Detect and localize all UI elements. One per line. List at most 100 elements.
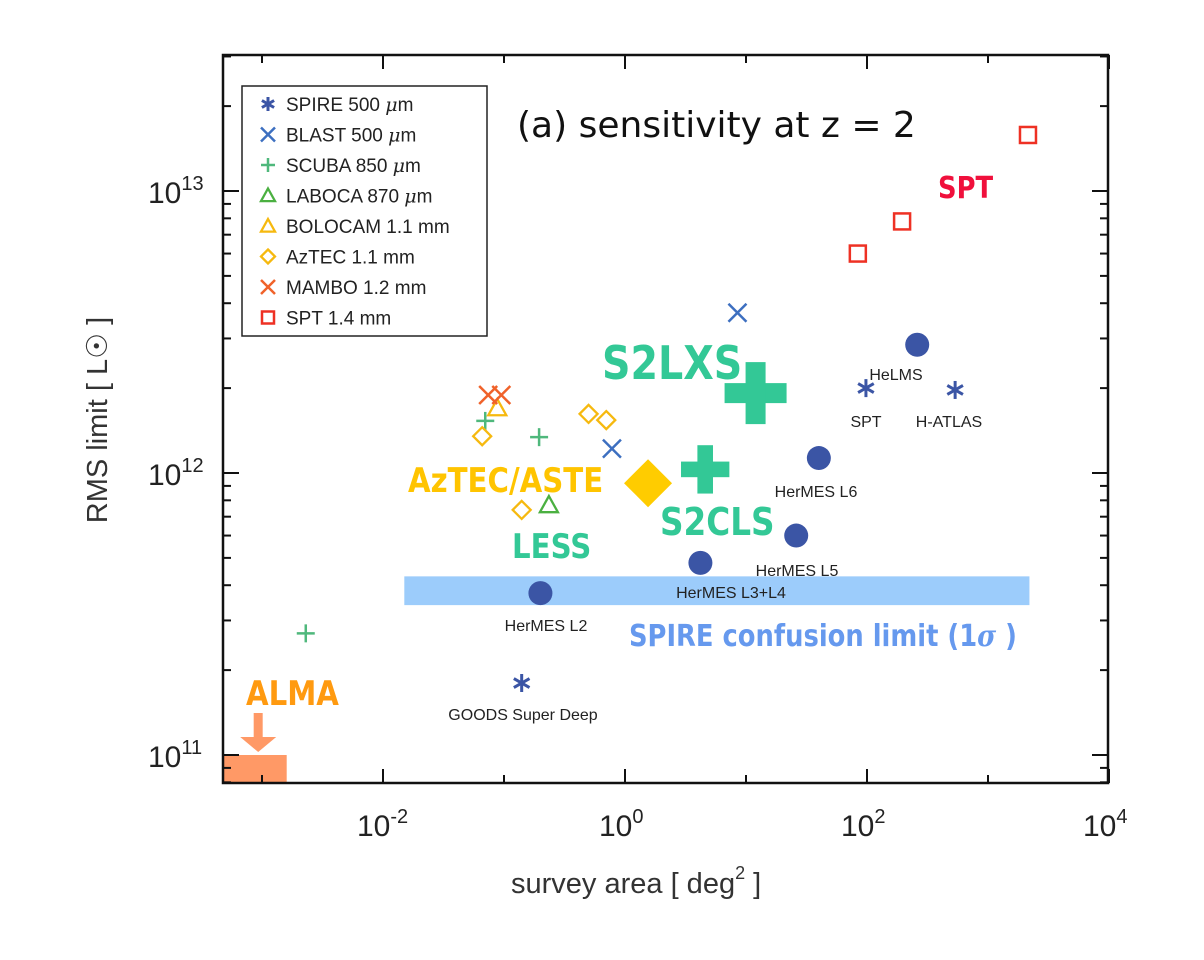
data-point-scuba: [296, 624, 315, 643]
legend-label-laboca: LABOCA 870 μm: [286, 186, 432, 208]
legend: SPIRE 500 μm BLAST 500 μm SCUBA 850 μm LABO…: [241, 85, 488, 337]
data-point-spt: [848, 244, 868, 263]
data-point-spire: [857, 379, 875, 398]
legend-label-blast: BLAST 500 μm: [286, 125, 416, 147]
diamond-shape: [259, 247, 277, 266]
data-point-mambo: [491, 385, 512, 405]
labels-layer: GOODS Super Deep SPT H-ATLAS HerMES L2 HerME…: [246, 170, 1017, 724]
legend-marker-spire: [261, 97, 275, 111]
x-stroke: [260, 126, 276, 143]
point-label-spt: SPT: [850, 414, 881, 431]
point-label-helms: HeLMS: [869, 367, 922, 384]
triangle-shape: [259, 216, 277, 233]
legend-marker-blast: [260, 126, 276, 143]
diamond-shape: [595, 409, 617, 431]
big-plus-v: [745, 362, 766, 425]
data-point-aztec: [595, 409, 617, 431]
data-point-spire: [946, 380, 964, 399]
point-label-hermes-l5: HerMES L5: [756, 563, 839, 580]
point-label-h-atlas: H-ATLAS: [916, 414, 982, 431]
data-point-aztec: [471, 425, 493, 447]
legend-marker-mambo: [260, 279, 276, 295]
x-axis-title-base: survey area [ deg: [511, 868, 735, 900]
chart-title: (a) sensitivity at z = 2: [517, 105, 916, 146]
triangle-shape: [537, 493, 560, 514]
point-label-hermes-l3-l4: HerMES L3+L4: [676, 585, 786, 602]
x-stroke: [491, 385, 512, 405]
legend-marker-aztec: [259, 247, 277, 266]
big-plus-v: [697, 445, 713, 494]
x-tick-label: 102: [841, 806, 886, 843]
annotation-aztec-aste: AzTEC/ASTE: [408, 462, 603, 501]
annotation-s2cls: S2CLS: [660, 501, 775, 545]
legend-marker-laboca: [259, 186, 277, 203]
field-point-hermes-l3-l4: [688, 550, 713, 575]
confusion-limit-band: [404, 576, 1030, 606]
x-tick-label: 10-2: [357, 806, 408, 843]
points-layer: [296, 125, 1038, 693]
point-label-goods-super-deep: GOODS Super Deep: [448, 707, 598, 724]
asterisk-stroke: [261, 99, 275, 109]
annotation-s2lxs: S2LXS: [602, 337, 742, 391]
data-point-scuba: [530, 428, 549, 447]
legend-marker-bolocam: [259, 216, 277, 233]
x-tick-label: 104: [1083, 806, 1128, 843]
field-point-hermes-l6: [806, 446, 831, 471]
survey-point-s2lxs: [724, 362, 787, 425]
data-point-blast: [727, 302, 748, 323]
legend-label-bolocam: BOLOCAM 1.1 mm: [286, 217, 450, 238]
legend-label-aztec: AzTEC 1.1 mm: [286, 248, 415, 269]
circle-shape: [905, 332, 930, 357]
annotation-less: LESS: [512, 528, 591, 567]
survey-point-s2cls: [681, 445, 730, 494]
field-point-helms: [905, 332, 930, 357]
asterisk-stroke: [857, 382, 875, 394]
annotation-spt: SPT: [938, 170, 993, 205]
square-shape: [1018, 125, 1038, 145]
legend-label-spt: SPT 1.4 mm: [286, 309, 391, 330]
plot-frame: [221, 53, 1110, 785]
data-point-aztec: [577, 403, 600, 425]
x-axis-title-end: ]: [745, 868, 761, 900]
diamond-shape: [511, 499, 533, 521]
regions-layer: [223, 576, 1030, 783]
point-label-hermes-l6: HerMES L6: [775, 484, 858, 501]
survey-point-aztec-aste: [624, 459, 673, 508]
square-shape: [260, 310, 276, 325]
y-tick-label: 1012: [148, 455, 204, 492]
data-point-bolocam: [486, 396, 509, 417]
asterisk-stroke: [513, 677, 531, 689]
y-tick-label: 1011: [148, 737, 202, 774]
legend-label-mambo: MAMBO 1.2 mm: [286, 278, 426, 299]
circle-shape: [784, 523, 809, 548]
annotation-alma: ALMA: [246, 675, 339, 714]
legend-marker-spt: [260, 310, 276, 325]
alma-arrow-shaft: [253, 713, 263, 737]
diamond-shape: [471, 425, 493, 447]
data-point-spire: [513, 674, 531, 693]
x-stroke: [602, 438, 622, 459]
circle-shape: [806, 446, 831, 471]
x-axis-title: survey area [ deg2 ]: [511, 863, 761, 900]
triangle-shape: [259, 186, 277, 203]
big-diamond-shape: [624, 459, 673, 508]
field-point-hermes-l5: [784, 523, 809, 548]
x-tick-label: 100: [599, 806, 644, 843]
legend-box: [241, 85, 488, 337]
data-point-scuba: [476, 411, 495, 430]
x-axis-title-sup: 2: [735, 863, 745, 883]
x-stroke: [260, 279, 276, 295]
data-point-spt: [892, 212, 912, 231]
point-label-hermes-l2: HerMES L2: [505, 618, 588, 635]
field-point-hermes-l2: [528, 581, 553, 606]
axis-ticks: 10-2 100 102 104 1011 1012 1013: [148, 55, 1128, 843]
legend-marker-scuba: [261, 158, 275, 172]
y-tick-label: 1013: [148, 173, 204, 210]
alma-arrow-icon: [240, 737, 277, 752]
data-point-blast: [602, 438, 622, 459]
square-shape: [892, 212, 912, 231]
diamond-shape: [577, 403, 600, 425]
data-point-laboca: [537, 493, 560, 514]
square-shape: [848, 244, 868, 263]
